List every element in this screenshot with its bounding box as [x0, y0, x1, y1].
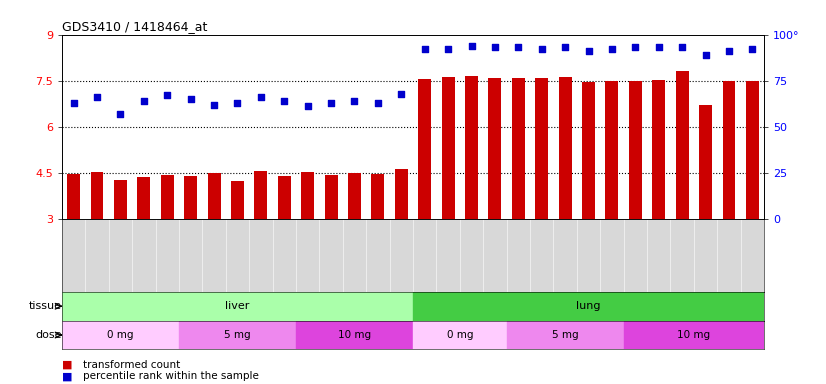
Bar	[535, 78, 548, 219]
Text: ■: ■	[62, 360, 73, 370]
Point	[67, 100, 80, 106]
Text: GDS3410 / 1418464_at: GDS3410 / 1418464_at	[62, 20, 207, 33]
Text: 5 mg: 5 mg	[552, 330, 578, 340]
Bar	[207, 174, 221, 219]
Text: 0 mg: 0 mg	[447, 330, 473, 340]
Point	[395, 91, 408, 97]
Text: 0 mg: 0 mg	[107, 330, 134, 340]
Bar	[605, 81, 619, 219]
Point	[90, 94, 104, 100]
Point	[325, 100, 338, 106]
Text: dose: dose	[35, 330, 61, 340]
Bar	[465, 76, 478, 219]
Bar	[418, 79, 431, 219]
Bar	[301, 172, 314, 219]
Point	[722, 48, 735, 54]
Point	[488, 45, 501, 51]
Bar	[62, 321, 179, 349]
Point	[652, 45, 665, 51]
Point	[301, 103, 314, 109]
Point	[558, 45, 572, 51]
Point	[372, 100, 385, 106]
Bar	[746, 81, 759, 219]
Point	[230, 100, 244, 106]
Bar	[254, 171, 268, 219]
Point	[582, 48, 595, 54]
Text: 10 mg: 10 mg	[677, 330, 710, 340]
Bar	[442, 77, 454, 219]
Bar	[395, 169, 408, 219]
Point	[160, 92, 173, 98]
Bar	[413, 292, 764, 321]
Bar	[184, 177, 197, 219]
Bar	[137, 177, 150, 219]
Text: ■: ■	[62, 371, 73, 381]
Bar	[278, 177, 291, 219]
Bar	[413, 321, 506, 349]
Bar	[653, 80, 665, 219]
Bar	[67, 174, 80, 219]
Text: 5 mg: 5 mg	[224, 330, 251, 340]
Bar	[723, 81, 735, 219]
Point	[184, 96, 197, 102]
Bar	[558, 77, 572, 219]
Point	[254, 94, 268, 100]
Point	[699, 52, 712, 58]
Point	[629, 45, 642, 51]
Bar	[512, 78, 525, 219]
Bar	[91, 172, 103, 219]
Text: lung: lung	[577, 301, 601, 311]
Bar	[506, 321, 624, 349]
Bar	[62, 292, 413, 321]
Bar	[161, 175, 173, 219]
Bar	[629, 81, 642, 219]
Text: transformed count: transformed count	[83, 360, 180, 370]
Bar	[624, 321, 764, 349]
Point	[605, 46, 619, 52]
Text: 10 mg: 10 mg	[338, 330, 371, 340]
Point	[418, 46, 431, 52]
Point	[441, 46, 454, 52]
Point	[278, 98, 291, 104]
Point	[137, 98, 150, 104]
Bar	[179, 321, 296, 349]
Point	[207, 101, 221, 108]
Bar	[676, 71, 689, 219]
Bar	[348, 174, 361, 219]
Point	[535, 46, 548, 52]
Text: liver: liver	[225, 301, 249, 311]
Bar	[488, 78, 501, 219]
Bar	[231, 181, 244, 219]
Bar	[582, 82, 595, 219]
Point	[511, 45, 525, 51]
Point	[114, 111, 127, 117]
Point	[746, 46, 759, 52]
Text: percentile rank within the sample: percentile rank within the sample	[83, 371, 259, 381]
Point	[348, 98, 361, 104]
Bar	[325, 175, 338, 219]
Bar	[296, 321, 413, 349]
Bar	[372, 174, 384, 219]
Bar	[114, 180, 127, 219]
Point	[676, 45, 689, 51]
Bar	[699, 105, 712, 219]
Text: tissue: tissue	[28, 301, 61, 311]
Point	[465, 43, 478, 49]
